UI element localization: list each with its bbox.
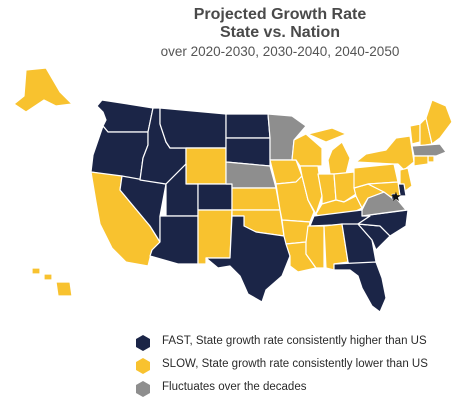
state-KS bbox=[231, 187, 281, 211]
map-subtitle: over 2020-2030, 2030-2040, 2040-2050 bbox=[160, 44, 400, 59]
state-ND bbox=[225, 113, 271, 139]
state-OH bbox=[333, 171, 357, 203]
state-CT bbox=[413, 155, 429, 167]
hexagon-icon bbox=[136, 335, 150, 351]
state-CO bbox=[197, 183, 233, 211]
state-FL bbox=[333, 261, 387, 313]
state-NM bbox=[197, 209, 233, 265]
state-SD bbox=[225, 137, 271, 167]
state-WA bbox=[96, 99, 154, 133]
state-TX bbox=[205, 215, 291, 303]
title-block: Projected Growth Rate State vs. Nation o… bbox=[130, 6, 430, 61]
dc-star-icon: ★ bbox=[390, 190, 402, 205]
state-ME bbox=[425, 99, 453, 145]
state-MA bbox=[411, 143, 447, 157]
svg-text:★: ★ bbox=[390, 190, 402, 205]
state-OR bbox=[90, 125, 149, 181]
legend-label-fast: FAST, State growth rate consistently hig… bbox=[162, 335, 427, 347]
state-NE bbox=[225, 161, 277, 189]
legend-label-slow: SLOW, State growth rate consistently low… bbox=[162, 358, 428, 370]
state-RI bbox=[427, 155, 435, 163]
state-DC bbox=[391, 193, 398, 200]
state-WY bbox=[185, 147, 227, 185]
state-NC bbox=[357, 209, 409, 237]
state-HI bbox=[31, 267, 73, 297]
state-AK bbox=[13, 67, 73, 113]
hexagon-icon bbox=[136, 381, 150, 397]
map-title: Projected Growth Rate bbox=[193, 6, 367, 23]
map-title-line2: State vs. Nation bbox=[219, 24, 341, 41]
us-map: ★ bbox=[13, 67, 453, 313]
state-VT bbox=[409, 123, 421, 145]
legend-label-fluct: Fluctuates over the decades bbox=[162, 381, 307, 393]
state-MT bbox=[159, 107, 227, 149]
hexagon-icon bbox=[136, 358, 150, 374]
